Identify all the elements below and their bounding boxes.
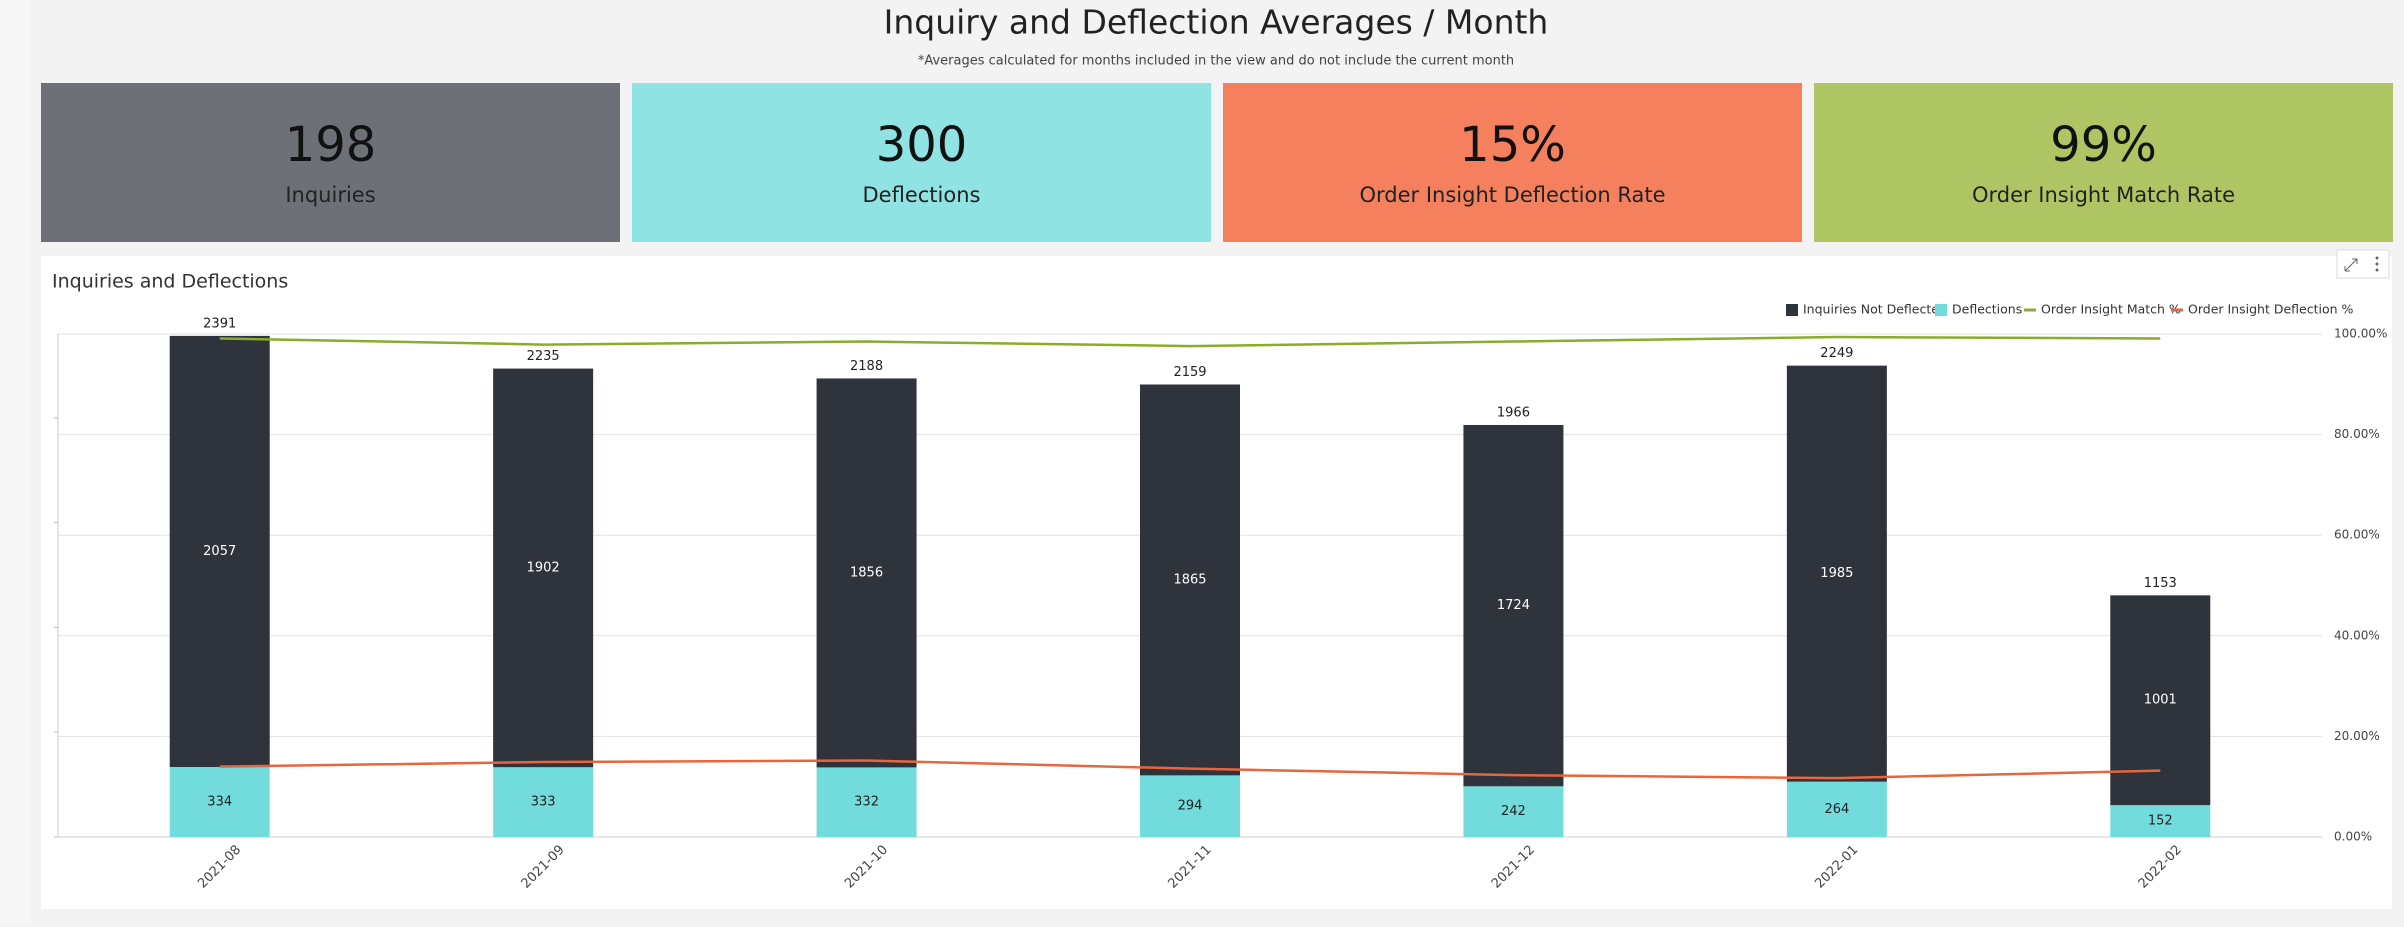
segment-label: 264 xyxy=(1824,802,1849,817)
kpi-label: Deflections xyxy=(863,183,981,207)
side-strip xyxy=(0,0,30,923)
bar-segment xyxy=(493,368,594,768)
total-label: 1966 xyxy=(1497,405,1530,420)
segment-label: 2057 xyxy=(203,544,236,559)
kpi-value: 99% xyxy=(2050,117,2157,173)
panel-tools[interactable] xyxy=(2336,249,2390,279)
kpi-card xyxy=(632,83,1211,242)
bar-segment xyxy=(2110,805,2211,837)
expand-icon[interactable] xyxy=(2344,258,2358,272)
kpi-value: 198 xyxy=(285,117,377,173)
kpi-value: 15% xyxy=(1459,117,1566,173)
kpi-label: Order Insight Match Rate xyxy=(1972,183,2235,207)
page-title: Inquiry and Deflection Averages / Month xyxy=(884,3,1549,42)
legend-swatch xyxy=(1935,304,1947,316)
segment-label: 334 xyxy=(207,794,232,809)
total-label: 2391 xyxy=(203,316,236,331)
total-label: 2188 xyxy=(850,359,883,374)
legend-label: Order Insight Deflection % xyxy=(2188,302,2353,317)
segment-label: 1865 xyxy=(1173,572,1206,587)
kpi-label: Inquiries xyxy=(285,183,375,207)
legend-label: Deflections xyxy=(1952,302,2022,317)
line-series xyxy=(219,335,2161,348)
bar-segment xyxy=(169,766,270,837)
segment-label: 242 xyxy=(1501,804,1526,819)
y2-tick-label: 20.00% xyxy=(2334,729,2380,743)
bar-segment xyxy=(1463,786,1564,837)
bar-segment xyxy=(1786,365,1887,782)
menu-dot[interactable] xyxy=(2375,268,2379,272)
bar-segment xyxy=(1140,775,1240,837)
segment-label: 1902 xyxy=(527,560,560,575)
segment-label: 333 xyxy=(531,795,556,810)
y2-tick-label: 0.00% xyxy=(2334,830,2372,844)
y2-tick-label: 60.00% xyxy=(2334,528,2380,542)
total-label: 2249 xyxy=(1820,346,1853,361)
segment-label: 294 xyxy=(1178,799,1203,814)
bar-segment xyxy=(816,767,917,837)
y2-tick-label: 40.00% xyxy=(2334,628,2380,642)
bar-segment xyxy=(1463,424,1564,787)
tool-box[interactable] xyxy=(2336,249,2390,279)
bar-segment xyxy=(816,378,917,768)
segment-label: 332 xyxy=(854,795,879,810)
total-label: 2159 xyxy=(1173,365,1206,380)
segment-label: 1985 xyxy=(1820,566,1853,581)
segment-label: 152 xyxy=(2148,814,2173,829)
kpi-card xyxy=(1814,83,2393,242)
bar-segment xyxy=(493,767,594,837)
line-series xyxy=(219,759,2161,780)
kpi-card xyxy=(41,83,620,242)
kpi-label: Order Insight Deflection Rate xyxy=(1359,183,1665,207)
legend-label: Order Insight Match % xyxy=(2041,302,2181,317)
segment-label: 1856 xyxy=(850,565,883,580)
y2-tick-label: 100.00% xyxy=(2334,327,2387,341)
page-subtitle: *Averages calculated for months included… xyxy=(918,54,1514,69)
total-label: 1153 xyxy=(2144,576,2177,591)
segment-label: 1724 xyxy=(1497,598,1530,613)
segment-label: 1001 xyxy=(2144,693,2177,708)
total-label: 2235 xyxy=(527,349,560,364)
menu-dot[interactable] xyxy=(2375,262,2379,266)
bar-segment xyxy=(1786,781,1887,837)
bar-segment xyxy=(1140,384,1240,776)
kpi-card xyxy=(1223,83,1802,242)
y2-tick-label: 80.00% xyxy=(2334,427,2380,441)
legend-label: Inquiries Not Deflected xyxy=(1803,302,1947,317)
menu-dot[interactable] xyxy=(2375,256,2379,260)
kpi-value: 300 xyxy=(876,117,968,173)
chart-title: Inquiries and Deflections xyxy=(52,271,288,293)
legend-swatch xyxy=(1786,304,1798,316)
bar-segment xyxy=(169,335,270,767)
